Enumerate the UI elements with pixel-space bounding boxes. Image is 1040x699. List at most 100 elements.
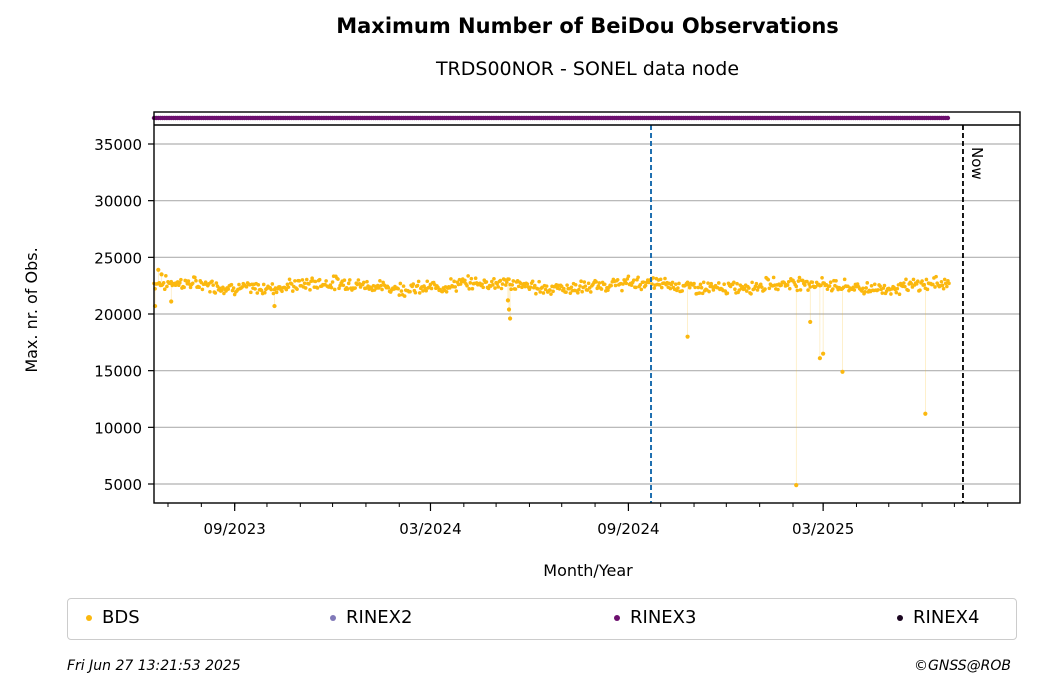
bds-point — [939, 279, 944, 284]
bds-point — [827, 284, 832, 288]
bds-point — [295, 287, 299, 291]
bds-point — [557, 287, 562, 291]
bds-point — [698, 282, 703, 287]
bds-point — [725, 291, 730, 295]
x-tick-label: 09/2024 — [597, 520, 659, 538]
bds-point — [808, 285, 813, 289]
bds-point — [677, 281, 681, 286]
bds-point — [565, 283, 569, 287]
bds-point — [179, 277, 183, 282]
bds-point — [162, 287, 167, 292]
grid-lines — [154, 143, 1020, 485]
bds-point — [415, 283, 420, 288]
bds-point — [744, 289, 749, 293]
bds-point — [945, 284, 949, 289]
bds-point — [537, 279, 541, 284]
bds-point — [576, 291, 580, 295]
data-points — [152, 267, 951, 488]
footer-timestamp: Fri Jun 27 13:21:53 2025 — [67, 658, 241, 674]
bds-point — [597, 281, 602, 285]
bds-point — [489, 279, 494, 284]
bds-point — [805, 279, 809, 284]
bds-point — [629, 283, 634, 288]
bds-point — [213, 291, 218, 295]
bds-point — [706, 281, 710, 285]
bds-point — [541, 291, 546, 295]
bds-point — [304, 277, 309, 282]
bds-point — [808, 319, 813, 325]
bds-point — [416, 279, 421, 284]
bds-point — [336, 277, 340, 281]
y-tick-label: 35000 — [94, 136, 142, 154]
bds-point — [486, 286, 491, 291]
bds-point — [263, 290, 267, 295]
bds-point — [285, 282, 290, 287]
bds-point — [800, 278, 805, 283]
bds-point — [159, 272, 164, 277]
bds-point — [345, 287, 350, 291]
bds-point — [733, 287, 737, 292]
bds-point — [272, 303, 277, 309]
bds-point — [709, 281, 714, 286]
bds-point — [855, 282, 860, 286]
chart: Now 5000 10000 15000 20000 25000 30000 35000 0… — [22, 111, 1021, 580]
bds-point — [543, 287, 548, 292]
bds-point — [302, 281, 307, 286]
bds-point — [498, 278, 503, 283]
bds-point — [470, 286, 475, 291]
bds-point — [820, 275, 824, 280]
bds-point — [580, 289, 584, 294]
bds-point — [676, 286, 680, 290]
bds-point — [673, 282, 678, 286]
bds-point — [194, 278, 198, 283]
bds-point — [700, 291, 705, 296]
bds-point — [413, 290, 418, 295]
bds-point — [421, 289, 425, 293]
bds-point — [284, 287, 289, 292]
bds-point — [771, 275, 776, 280]
bds-point — [341, 283, 346, 288]
bds-point — [169, 299, 174, 304]
bds-point — [378, 278, 382, 283]
bds-point — [882, 283, 887, 288]
bds-point — [361, 280, 366, 285]
bds-point — [586, 281, 591, 286]
bds-point — [613, 283, 618, 288]
bds-point — [511, 279, 516, 283]
bds-point — [810, 280, 815, 285]
bds-point — [467, 287, 472, 291]
bds-point — [211, 283, 215, 287]
bds-point — [754, 281, 759, 286]
bds-point — [500, 282, 505, 286]
bds-point — [411, 282, 416, 286]
chart-title: Maximum Number of BeiDou Observations — [336, 14, 839, 38]
bds-point — [452, 279, 456, 284]
bds-point — [668, 286, 673, 291]
bds-point — [190, 281, 195, 286]
bds-point — [924, 277, 929, 282]
bds-point — [329, 285, 334, 290]
bds-point — [516, 284, 521, 289]
bds-point — [794, 284, 799, 289]
bds-point — [636, 275, 640, 280]
bds-point — [880, 291, 885, 295]
bds-point — [562, 286, 566, 291]
bds-point — [463, 278, 467, 283]
rinex-bar — [151, 115, 951, 121]
bds-point — [315, 286, 320, 290]
bds-point — [337, 286, 341, 291]
bds-point — [872, 282, 877, 287]
bds-point — [758, 282, 763, 287]
bds-point — [750, 280, 754, 285]
bds-point — [716, 281, 721, 285]
bds-point — [626, 274, 631, 279]
bds-point — [639, 287, 644, 292]
bds-point — [742, 286, 747, 291]
bds-point — [465, 283, 469, 288]
bds-point — [253, 287, 257, 291]
bds-point — [480, 282, 484, 287]
bds-point — [670, 280, 675, 285]
bds-point — [760, 285, 764, 289]
bds-point — [454, 289, 459, 293]
bds-point — [208, 289, 212, 294]
